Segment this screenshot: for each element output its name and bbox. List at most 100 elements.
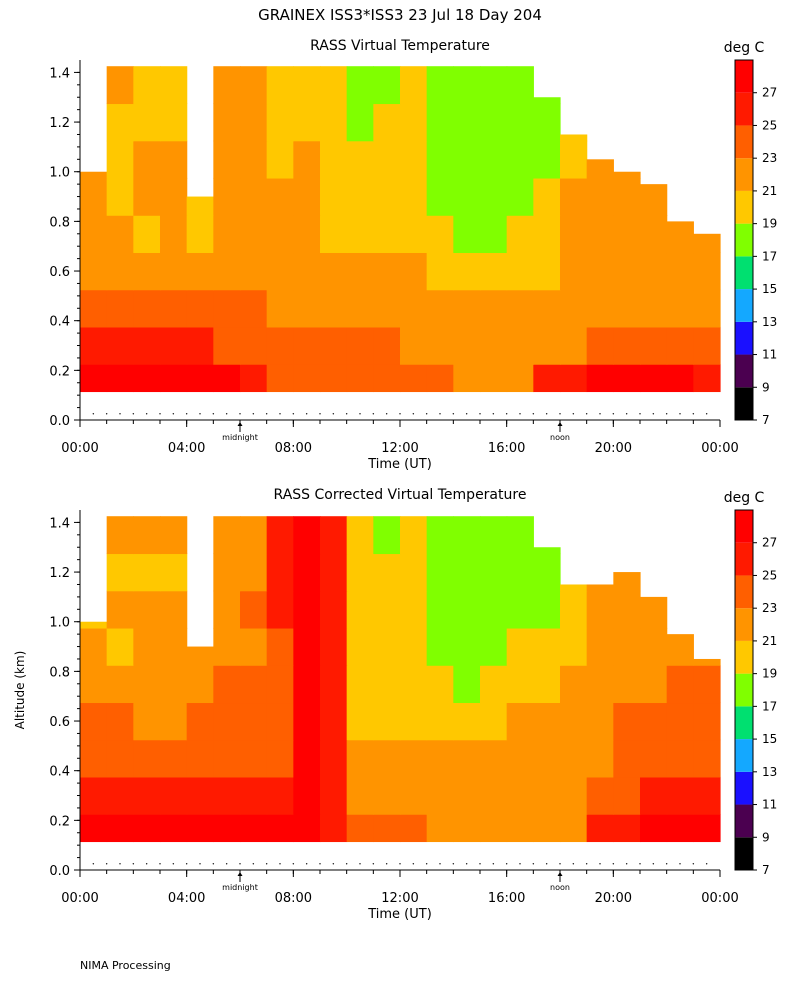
heatmap-cell [640,596,668,629]
heatmap-cell [80,252,108,291]
heatmap-cell [266,252,294,291]
heatmap-cell [293,215,321,254]
heatmap-cell [453,665,481,704]
heatmap-cell [160,702,188,741]
colorbar-tick-label: 13 [762,765,777,779]
heatmap-cell [266,627,294,666]
heatmap-cell [106,289,134,328]
heatmap-cell [533,627,561,666]
baseline-dot [505,863,508,865]
heatmap-cell [160,140,188,179]
heatmap-cell [106,516,134,555]
heatmap-cell [346,364,374,393]
heatmap-cell [240,252,268,291]
heatmap-cell [480,590,508,629]
baseline-dot [452,863,455,865]
heatmap-cell [346,776,374,815]
heatmap-cell [80,364,108,393]
heatmap-cell [453,252,481,291]
baseline-dot [705,413,708,415]
heatmap-cell [560,364,588,393]
baseline-dot [145,863,148,865]
heatmap-cell [400,140,428,179]
colorbar-swatch [735,158,753,191]
heatmap-cell [213,814,241,843]
heatmap-cell [666,221,694,254]
heatmap-cell [320,364,348,393]
heatmap-cell [560,739,588,778]
heatmap-cell [506,665,534,704]
heatmap-cell [346,66,374,105]
heatmap-cell [586,289,614,328]
heatmap-cell [640,814,668,843]
heatmap-cell [293,289,321,328]
heatmap-cell [106,590,134,629]
heatmap-cell [586,739,614,778]
colorbar-swatch [735,92,753,126]
heatmap-cell [293,140,321,179]
heatmap-cell [693,776,721,815]
heatmap-cell [213,252,241,291]
heatmap-cell [533,739,561,778]
baseline-dot [252,413,255,415]
heatmap-cell [160,66,188,105]
y-tick-label: 0.4 [49,765,70,780]
heatmap-cell [586,215,614,254]
heatmap-cell [240,665,268,704]
baseline-dot [105,863,108,865]
heatmap-cell [320,516,348,555]
baseline-dot [625,413,628,415]
baseline-dot [292,413,295,415]
baseline-dot [345,863,348,865]
heatmap-cell [506,739,534,778]
heatmap-cell [133,103,161,142]
baseline-dot [172,863,175,865]
colorbar-swatch [735,321,753,355]
heatmap-cell [373,665,401,704]
heatmap-cell [346,702,374,741]
heatmap-cell [533,364,561,393]
heatmap-cell [560,134,588,142]
heatmap-cell [693,289,721,328]
heatmap-cell [186,215,214,254]
heatmap-cell [613,665,641,704]
baseline-dot [465,413,468,415]
baseline-dot [132,413,135,415]
baseline-dot [159,413,161,415]
page-title: GRAINEX ISS3*ISS3 23 Jul 18 Day 204 [258,6,542,24]
heatmap-cell [160,103,188,142]
heatmap-cell [480,252,508,291]
heatmap-cell [320,739,348,778]
x-marker-arrow [557,422,563,426]
baseline-dot [639,863,641,865]
baseline-dot [585,863,588,865]
heatmap-cell [373,516,401,555]
baseline-dot [332,413,335,415]
heatmap-cell [480,140,508,179]
heatmap-cell [293,252,321,291]
heatmap-cell [160,215,188,254]
heatmap-cell [400,289,428,328]
heatmap-cell [160,627,188,666]
baseline-dot [532,863,535,865]
baseline-dot [652,413,655,415]
heatmap-cell [346,665,374,704]
heatmap-cell [346,627,374,666]
baseline-dot [359,413,361,415]
heatmap-cell [613,590,641,629]
y-tick-label: 0.0 [49,414,70,429]
heatmap-cell [320,590,348,629]
baseline-dot [305,863,308,865]
heatmap-cell [533,590,561,629]
heatmap-cell [506,252,534,291]
temperature-chart-corrected: 0.0 0.2 0.4 0.6 0.8 1.0 1.2 1.4 00:00 04:00 08:00 1… [13,490,777,922]
baseline-dot [92,413,95,415]
heatmap-cell [266,364,294,393]
heatmap-cell [640,215,668,254]
y-tick-label: 0.0 [49,864,70,879]
x-tick-label: 00:00 [61,891,98,906]
heatmap-cell [426,590,454,629]
heatmap-cell [133,776,161,815]
heatmap-cell [346,215,374,254]
heatmap-cell [426,739,454,778]
